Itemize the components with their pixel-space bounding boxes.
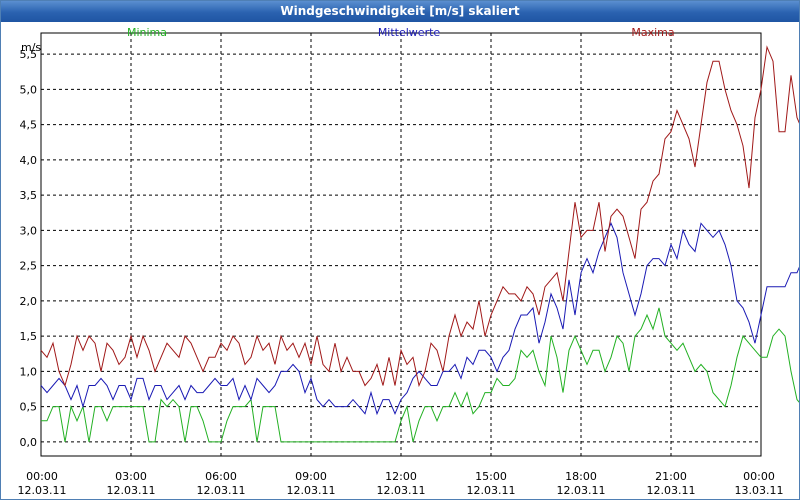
x-tick-date-label: 12.03.11 (557, 484, 606, 497)
series-lines (41, 47, 799, 442)
grid (41, 33, 761, 456)
y-tick-label: 5,5 (20, 48, 38, 61)
y-tick-label: 2,0 (20, 295, 38, 308)
legend-minima: Minima (127, 26, 167, 39)
y-tick-label: 1,5 (20, 330, 38, 343)
y-tick-label: 0,5 (20, 401, 38, 414)
y-tick-labels: 0,0 0,5 1,0 1,5 2,0 2,5 3,0 3,5 4,0 4,5 … (20, 48, 38, 449)
x-tick-time-label: 06:00 (205, 470, 237, 483)
y-tick-label: 4,5 (20, 119, 38, 132)
x-tick-time-label: 12:00 (385, 470, 417, 483)
x-tick-date-label: 12.03.11 (647, 484, 696, 497)
x-tick-date-label: 12.03.11 (467, 484, 516, 497)
wind-speed-chart: m/s 0,0 0,5 1,0 1,5 2,0 2,5 3,0 3,5 4,0 … (1, 1, 799, 499)
y-tick-label: 4,0 (20, 154, 38, 167)
x-tick-time-label: 00:00 (26, 470, 58, 483)
y-tick-label: 0,0 (20, 436, 38, 449)
y-tick-label: 2,5 (20, 260, 38, 273)
series-line-mittelwerte (41, 223, 799, 413)
x-tick-time-label: 21:00 (655, 470, 687, 483)
series-line-maxima (41, 47, 799, 385)
y-tick-label: 5,0 (20, 83, 38, 96)
x-tick-date-label: 12.03.11 (377, 484, 426, 497)
legend-maxima: Maxima (631, 26, 674, 39)
chart-window: Windgeschwindigkeit [m/s] skaliert (0, 0, 800, 500)
x-tick-date-label: 12.03.11 (197, 484, 246, 497)
x-tick-date-label: 12.03.11 (18, 484, 67, 497)
x-tick-date-label: 12.03.11 (107, 484, 156, 497)
legend-mittelwerte: Mittelwerte (378, 26, 441, 39)
x-tick-labels: 00:00 12.03.11 03:00 12.03.11 06:00 12.0… (18, 470, 784, 497)
x-tick-time-label: 15:00 (475, 470, 507, 483)
x-tick-time-label: 18:00 (565, 470, 597, 483)
y-tick-label: 3,0 (20, 224, 38, 237)
x-tick-time-label: 03:00 (115, 470, 147, 483)
x-tick-date-label: 13.03.11 (735, 484, 784, 497)
y-tick-label: 1,0 (20, 365, 38, 378)
series-line-minima (41, 308, 799, 442)
x-tick-time-label: 00:00 (743, 470, 775, 483)
x-tick-time-label: 09:00 (295, 470, 327, 483)
x-tick-date-label: 12.03.11 (287, 484, 336, 497)
y-tick-label: 3,5 (20, 189, 38, 202)
